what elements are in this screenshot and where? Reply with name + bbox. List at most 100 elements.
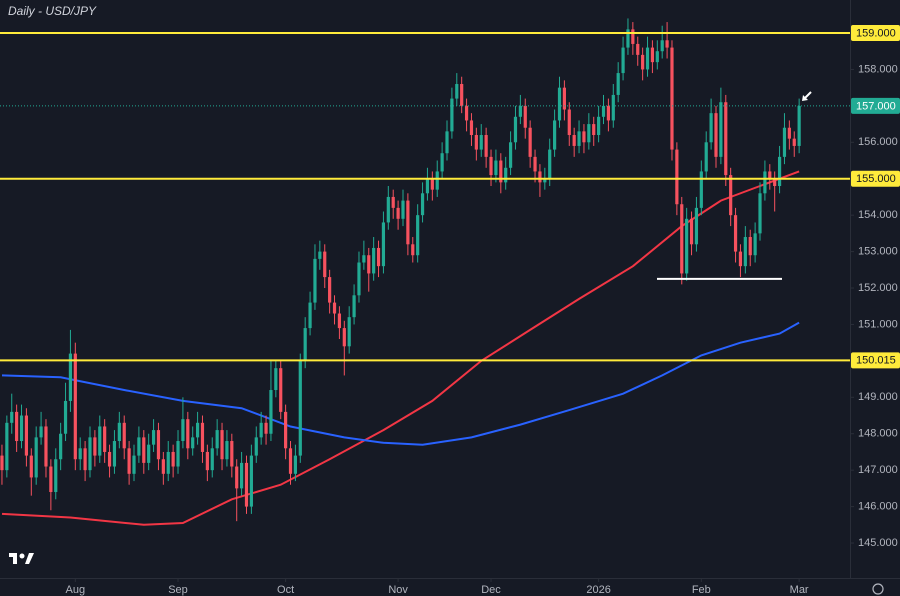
- candle-body: [328, 277, 332, 303]
- candle-body: [401, 200, 405, 219]
- candle-body: [792, 138, 796, 146]
- candle-body: [777, 156, 782, 187]
- candle-body: [308, 302, 312, 329]
- candle-body: [107, 451, 112, 467]
- x-tick-label: Aug: [66, 584, 86, 596]
- candle-body: [518, 105, 522, 117]
- logo: [9, 553, 34, 564]
- candle-body: [29, 455, 33, 478]
- candle-body: [592, 124, 596, 136]
- candle-body: [352, 295, 356, 318]
- candle-body: [215, 430, 219, 449]
- candle-body: [562, 87, 566, 110]
- candle-body: [93, 437, 97, 456]
- candle-body: [597, 116, 601, 136]
- candle-body: [499, 160, 503, 183]
- candle-body: [474, 135, 478, 150]
- candle-body: [39, 426, 43, 438]
- candle-body: [484, 135, 488, 157]
- y-tick-label: 147.000: [858, 464, 898, 476]
- candle-body: [332, 302, 337, 314]
- candle-body: [225, 441, 229, 460]
- y-tick-label: 146.000: [858, 501, 898, 513]
- candle-body: [63, 400, 68, 434]
- candle-body: [15, 411, 19, 442]
- x-tick-label: Dec: [481, 584, 501, 596]
- candle-body: [553, 120, 557, 150]
- candle-body: [161, 459, 165, 474]
- candle-body: [577, 131, 581, 146]
- candle-body: [523, 105, 527, 128]
- candle-body: [787, 127, 791, 139]
- candle-body: [303, 328, 307, 361]
- candle-body: [0, 455, 4, 471]
- candle-body: [44, 426, 48, 467]
- candle-body: [376, 247, 381, 267]
- candle-body: [279, 368, 283, 412]
- candle-body: [508, 142, 513, 168]
- candle-body: [103, 426, 107, 452]
- candle-body: [264, 422, 268, 434]
- candle-body: [768, 171, 772, 179]
- candle-body: [626, 29, 630, 48]
- candle-body: [73, 353, 77, 460]
- candle-body: [704, 142, 708, 172]
- candle-body: [210, 448, 214, 471]
- y-tick-label: 152.000: [858, 282, 898, 294]
- candle-body: [513, 116, 518, 143]
- candle-body: [670, 47, 674, 150]
- settings-icon[interactable]: [872, 583, 884, 595]
- candle-body: [763, 171, 767, 194]
- candle-body: [699, 171, 703, 208]
- candle-body: [235, 466, 239, 489]
- candle-body: [98, 426, 102, 456]
- candle-body: [743, 237, 747, 267]
- candle-body: [19, 415, 24, 442]
- candle-body: [318, 251, 322, 259]
- candle-body: [489, 156, 493, 176]
- arrow-annotation: [802, 91, 812, 101]
- x-tick-label: Sep: [168, 584, 188, 596]
- candle-body: [782, 127, 787, 157]
- candle-body: [274, 368, 278, 391]
- candle-body: [641, 54, 645, 70]
- candle-body: [112, 441, 117, 467]
- candle-body: [460, 84, 464, 106]
- level-label-box: [851, 352, 900, 369]
- candle-body: [396, 207, 400, 219]
- candle-body: [205, 451, 209, 471]
- y-tick-label: 154.000: [858, 209, 898, 221]
- candle-body: [249, 455, 253, 507]
- candle-body: [528, 127, 532, 157]
- candle-body: [191, 437, 195, 449]
- last-price-label: 157.000: [856, 100, 896, 112]
- candle-body: [24, 415, 29, 456]
- candle-body: [440, 153, 444, 172]
- y-tick-label: 149.000: [858, 391, 898, 403]
- candle-body: [83, 448, 87, 471]
- candle-body: [616, 73, 620, 95]
- level-label-box: [851, 25, 900, 42]
- y-tick-label: 158.000: [858, 63, 898, 75]
- candle-body: [538, 171, 542, 183]
- candle-body: [694, 207, 699, 245]
- level-label-box: [851, 170, 900, 187]
- candle-body: [142, 437, 146, 463]
- candle-body: [137, 437, 141, 456]
- candle-body: [342, 328, 346, 347]
- candle-body: [34, 437, 38, 478]
- candle-body: [293, 455, 297, 474]
- candle-body: [239, 462, 244, 489]
- candle-body: [709, 113, 713, 143]
- candle-body: [450, 98, 454, 132]
- candle-body: [665, 40, 669, 48]
- candle-body: [254, 437, 258, 456]
- candle-body: [543, 178, 547, 183]
- candle-body: [122, 422, 126, 449]
- candle-body: [729, 175, 733, 216]
- candle-body: [195, 422, 200, 438]
- candle-body: [631, 29, 635, 44]
- candle-body: [685, 218, 689, 274]
- candle-body: [435, 171, 439, 190]
